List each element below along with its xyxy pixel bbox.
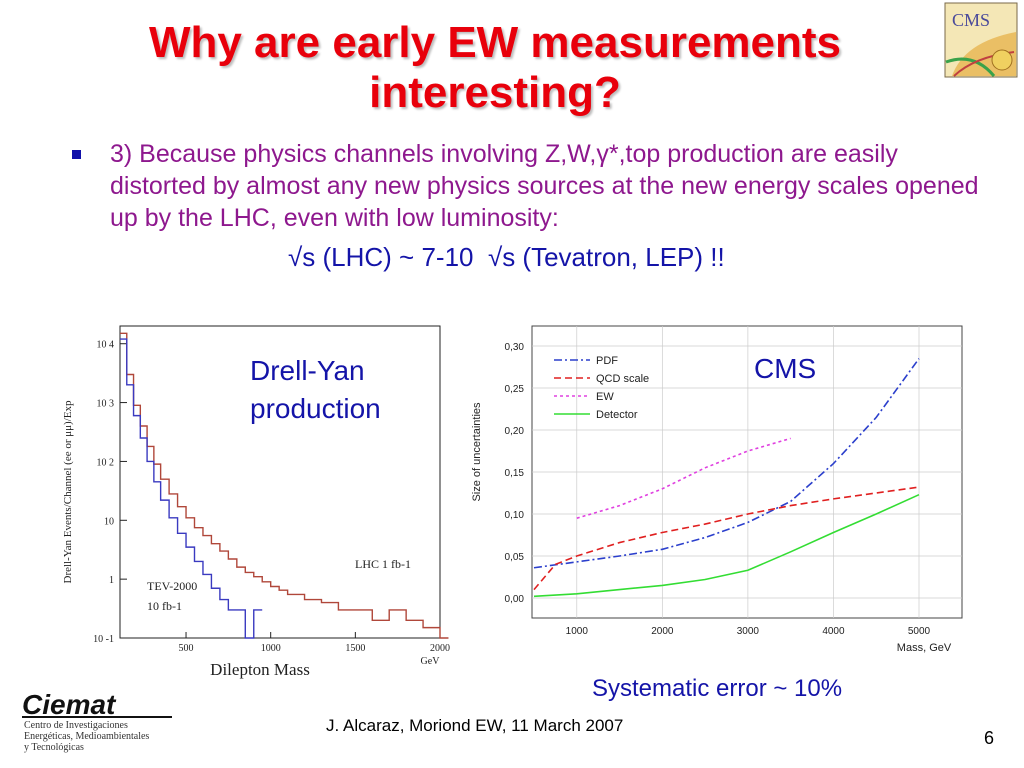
cms-logo-text: CMS <box>952 10 990 30</box>
ciemat-logo: Ciemat <box>22 690 172 720</box>
y-tick-label: 0,20 <box>505 426 525 437</box>
legend-label: PDF <box>596 355 618 367</box>
y-tick-label: 10 2 <box>97 457 115 468</box>
slide-title: Why are early EW measurements interestin… <box>148 18 842 117</box>
y-axis-label: Drell-Yan Events/Channel (ee or μμ)/Exp <box>62 400 74 583</box>
page-number: 6 <box>984 728 995 748</box>
y-tick-label: 1 <box>109 575 114 586</box>
y-tick-label: 0,25 <box>505 384 525 395</box>
formula: √s (LHC) ~ 7-10 √s (Tevatron, LEP) !! <box>288 242 725 272</box>
annotation-lumi: 10 fb-1 <box>147 599 182 613</box>
bullet-marker <box>72 150 81 159</box>
x-axis-unit: GeV <box>421 656 441 667</box>
x-tick-label: 4000 <box>822 626 845 637</box>
x-axis-label: Mass, GeV <box>897 642 952 654</box>
bullet-text: 3) Because physics channels involving Z,… <box>110 140 979 232</box>
uncertainties-chart: 0,00 0,05 0,10 0,15 0,20 0,25 0,30 1000 2000 3000… <box>471 325 963 654</box>
legend-label: Detector <box>596 409 638 421</box>
x-tick-label: 1000 <box>566 626 589 637</box>
y-tick-label: 10 4 <box>97 340 115 351</box>
ciemat-subtitle-line: Energéticas, Medioambientales <box>24 731 150 742</box>
x-axis-label: Dilepton Mass <box>210 660 310 679</box>
x-tick-label: 2000 <box>430 643 450 654</box>
plot-frame <box>119 325 441 639</box>
footer-text: J. Alcaraz, Moriond EW, 11 March 2007 <box>326 716 624 735</box>
y-tick-label: 10 <box>104 516 114 527</box>
histogram-series <box>120 338 263 639</box>
y-tick-label: 0,05 <box>505 552 525 563</box>
series-line <box>533 358 920 569</box>
y-tick-label: 0,30 <box>505 342 525 353</box>
annotation-tev: TEV-2000 <box>147 579 197 593</box>
drell-yan-label: Drell-Yan production <box>250 355 381 424</box>
x-tick-label: 500 <box>179 643 194 654</box>
cms-logo: CMS <box>944 2 1018 78</box>
x-tick-label: 5000 <box>908 626 931 637</box>
ciemat-logo-text: Ciemat <box>22 690 117 720</box>
drell-yan-chart: 10 -1 1 10 10 2 10 3 10 4 500 1000 1500 2000 Dilep… <box>62 325 450 679</box>
ciemat-subtitle: Centro de Investigaciones Energéticas, M… <box>24 720 149 753</box>
legend-label: QCD scale <box>596 373 649 385</box>
series-line <box>533 486 920 591</box>
x-tick-label: 1000 <box>261 643 281 654</box>
cms-label: CMS <box>754 353 817 384</box>
x-tick-label: 2000 <box>651 626 674 637</box>
systematic-error-label: Systematic error ~ 10% <box>592 675 843 702</box>
y-tick-label: 0,00 <box>505 594 525 605</box>
series-line <box>533 493 920 598</box>
series-line <box>576 437 791 519</box>
ciemat-subtitle-line: y Tecnológicas <box>24 742 84 753</box>
x-tick-label: 3000 <box>737 626 760 637</box>
y-tick-label: 10 3 <box>97 399 115 410</box>
y-axis-label: Size of uncertainties <box>471 402 483 502</box>
annotation-lhc: LHC 1 fb-1 <box>355 557 411 571</box>
y-tick-label: 0,10 <box>505 510 525 521</box>
ciemat-subtitle-line: Centro de Investigaciones <box>24 720 128 731</box>
y-tick-label: 0,15 <box>505 468 525 479</box>
y-tick-label: 10 -1 <box>93 634 114 645</box>
legend-label: EW <box>596 391 614 403</box>
x-tick-label: 1500 <box>345 643 365 654</box>
